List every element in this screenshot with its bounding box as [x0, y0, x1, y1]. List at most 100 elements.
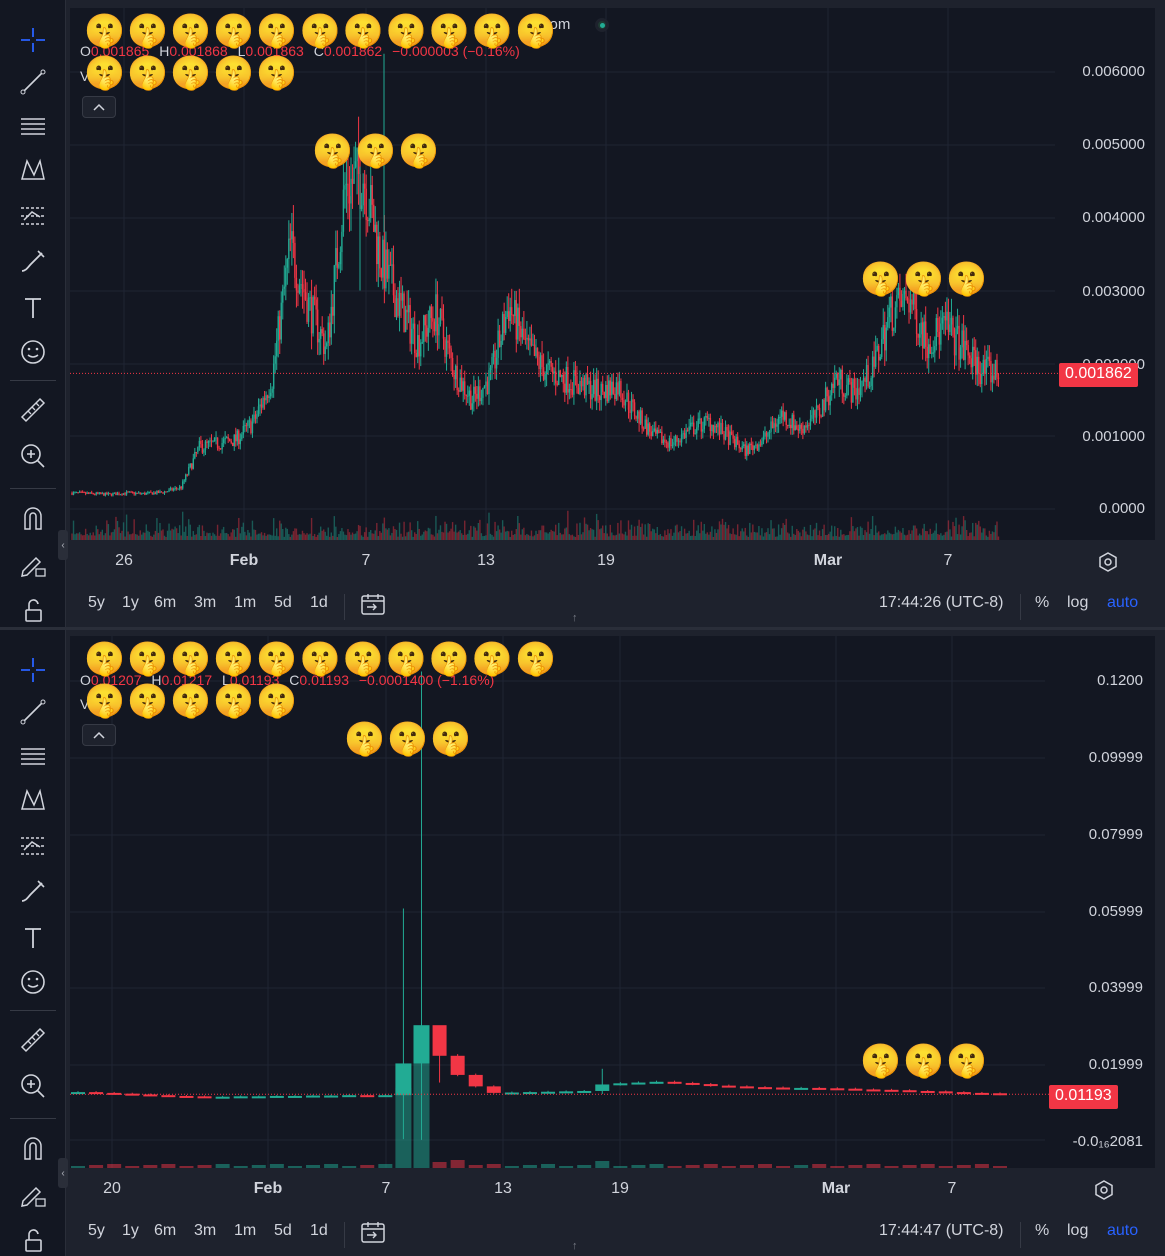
shush-emoji-sticker[interactable]: 🤫 — [84, 640, 126, 677]
range-button-5y[interactable]: 5y — [88, 1222, 105, 1239]
shush-emoji-sticker[interactable]: 🤫 — [170, 682, 212, 719]
range-button-1d[interactable]: 1d — [310, 594, 328, 611]
shush-emoji-sticker[interactable]: 🤫 — [84, 682, 126, 719]
range-button-1m[interactable]: 1m — [234, 1222, 257, 1239]
range-button-5d[interactable]: 5d — [274, 594, 292, 611]
shush-emoji-sticker[interactable]: 🤫 — [344, 720, 386, 757]
shush-emoji-sticker[interactable]: 🤫 — [213, 682, 255, 719]
shush-emoji-sticker[interactable]: 🤫 — [299, 640, 341, 677]
resize-handle-icon[interactable]: ↑ — [572, 1240, 578, 1252]
shush-emoji-sticker[interactable]: 🤫 — [946, 260, 988, 297]
shush-emoji-sticker[interactable]: 🤫 — [471, 12, 513, 49]
chart-svg[interactable] — [70, 636, 1155, 1168]
collapse-toolbar-button[interactable]: ‹ — [58, 530, 68, 560]
shush-emoji-sticker[interactable]: 🤫 — [256, 640, 298, 677]
brush-tool[interactable] — [14, 874, 52, 910]
crosshair-tool[interactable] — [14, 652, 52, 688]
chart-canvas[interactable] — [70, 636, 1155, 1168]
chart-canvas[interactable] — [70, 8, 1155, 540]
range-button-6m[interactable]: 6m — [154, 1222, 177, 1239]
shush-emoji-sticker[interactable]: 🤫 — [127, 640, 169, 677]
shush-emoji-sticker[interactable]: 🤫 — [256, 682, 298, 719]
percent-scale-button[interactable]: % — [1035, 1222, 1050, 1239]
log-scale-button[interactable]: log — [1067, 594, 1089, 611]
shush-emoji-sticker[interactable]: 🤫 — [385, 12, 427, 49]
shush-emoji-sticker[interactable]: 🤫 — [342, 12, 384, 49]
shush-emoji-sticker[interactable]: 🤫 — [299, 12, 341, 49]
shush-emoji-sticker[interactable]: 🤫 — [312, 132, 354, 169]
clock-display[interactable]: 17:44:47 (UTC-8) — [879, 1222, 1004, 1239]
shush-emoji-sticker[interactable]: 🤫 — [430, 720, 472, 757]
emoji-tool[interactable] — [14, 334, 52, 370]
shush-emoji-sticker[interactable]: 🤫 — [903, 260, 945, 297]
shush-emoji-sticker[interactable]: 🤫 — [514, 640, 557, 677]
lock-drawing-tool[interactable] — [14, 546, 52, 582]
shush-emoji-sticker[interactable]: 🤫 — [213, 54, 255, 91]
range-button-1y[interactable]: 1y — [122, 594, 139, 611]
shush-emoji-sticker[interactable]: 🤫 — [170, 640, 212, 677]
magnet-tool[interactable] — [14, 1130, 52, 1166]
shush-emoji-sticker[interactable]: 🤫 — [903, 1042, 945, 1079]
pattern-tool[interactable] — [14, 782, 52, 818]
shush-emoji-sticker[interactable]: 🤫 — [342, 640, 384, 677]
range-button-1m[interactable]: 1m — [234, 594, 257, 611]
range-button-1d[interactable]: 1d — [310, 1222, 328, 1239]
fib-retracement-tool[interactable] — [14, 108, 52, 144]
shush-emoji-sticker[interactable]: 🤫 — [213, 640, 255, 677]
shush-emoji-sticker[interactable]: 🤫 — [385, 640, 427, 677]
auto-scale-button[interactable]: auto — [1107, 594, 1139, 611]
forecast-tool[interactable] — [14, 828, 52, 864]
chart-settings-button[interactable] — [1092, 1178, 1116, 1202]
market-status-icon[interactable] — [539, 648, 554, 663]
shush-emoji-sticker[interactable]: 🤫 — [428, 640, 470, 677]
unlock-tool[interactable] — [14, 592, 52, 628]
trend-line-tool[interactable] — [14, 64, 52, 100]
shush-emoji-sticker[interactable]: 🤫 — [170, 12, 212, 49]
shush-emoji-sticker[interactable]: 🤫 — [127, 54, 169, 91]
zoom-in-tool[interactable] — [14, 1068, 52, 1104]
zoom-in-tool[interactable] — [14, 438, 52, 474]
pattern-tool[interactable] — [14, 152, 52, 188]
shush-emoji-sticker[interactable]: 🤫 — [471, 640, 513, 677]
resize-handle-icon[interactable]: ↑ — [572, 612, 578, 624]
shush-emoji-sticker[interactable]: 🤫 — [127, 12, 169, 49]
trend-line-tool[interactable] — [14, 694, 52, 730]
shush-emoji-sticker[interactable]: 🤫 — [946, 1042, 988, 1079]
shush-emoji-sticker[interactable]: 🤫 — [860, 260, 902, 297]
pane-divider[interactable] — [0, 627, 1165, 631]
shush-emoji-sticker[interactable]: 🤫 — [355, 132, 397, 169]
shush-emoji-sticker[interactable]: 🤫 — [256, 54, 298, 91]
text-tool[interactable] — [14, 920, 52, 956]
text-tool[interactable] — [14, 290, 52, 326]
fib-retracement-tool[interactable] — [14, 738, 52, 774]
shush-emoji-sticker[interactable]: 🤫 — [428, 12, 470, 49]
crosshair-tool[interactable] — [14, 22, 52, 58]
unlock-tool[interactable] — [14, 1222, 52, 1256]
shush-emoji-sticker[interactable]: 🤫 — [256, 12, 298, 49]
go-to-date-button[interactable] — [360, 592, 386, 621]
emoji-tool[interactable] — [14, 964, 52, 1000]
ruler-tool[interactable] — [14, 1022, 52, 1058]
range-button-1y[interactable]: 1y — [122, 1222, 139, 1239]
shush-emoji-sticker[interactable]: 🤫 — [860, 1042, 902, 1079]
shush-emoji-sticker[interactable]: 🤫 — [387, 720, 429, 757]
shush-emoji-sticker[interactable]: 🤫 — [127, 682, 169, 719]
auto-scale-button[interactable]: auto — [1107, 1222, 1139, 1239]
chart-svg[interactable] — [70, 8, 1155, 540]
shush-emoji-sticker[interactable]: 🤫 — [514, 12, 557, 49]
range-button-3m[interactable]: 3m — [194, 1222, 217, 1239]
collapse-toolbar-button[interactable]: ‹ — [58, 1158, 68, 1188]
clock-display[interactable]: 17:44:26 (UTC-8) — [879, 594, 1004, 611]
collapse-legend-button[interactable] — [82, 96, 116, 118]
go-to-date-button[interactable] — [360, 1220, 386, 1249]
shush-emoji-sticker[interactable]: 🤫 — [398, 132, 440, 169]
brush-tool[interactable] — [14, 244, 52, 280]
magnet-tool[interactable] — [14, 500, 52, 536]
shush-emoji-sticker[interactable]: 🤫 — [213, 12, 255, 49]
range-button-5y[interactable]: 5y — [88, 594, 105, 611]
range-button-5d[interactable]: 5d — [274, 1222, 292, 1239]
log-scale-button[interactable]: log — [1067, 1222, 1089, 1239]
forecast-tool[interactable] — [14, 198, 52, 234]
shush-emoji-sticker[interactable]: 🤫 — [84, 12, 126, 49]
percent-scale-button[interactable]: % — [1035, 594, 1050, 611]
